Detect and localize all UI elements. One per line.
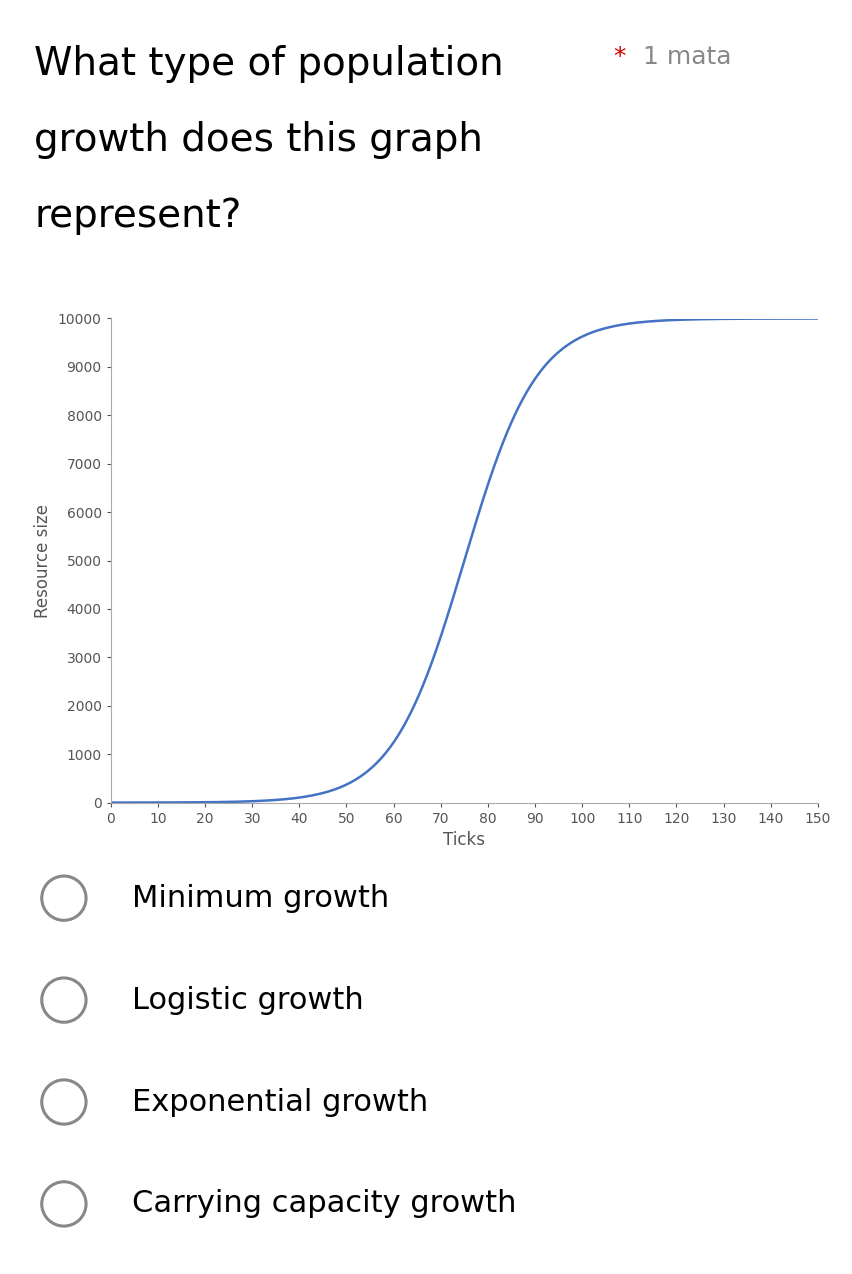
- Text: Minimum growth: Minimum growth: [132, 884, 389, 912]
- Text: growth does this graph: growth does this graph: [34, 121, 483, 159]
- Y-axis label: Resource size: Resource size: [34, 503, 52, 618]
- Text: 1 mata: 1 mata: [635, 45, 731, 69]
- Text: *: *: [613, 45, 626, 69]
- X-axis label: Ticks: Ticks: [443, 831, 486, 850]
- Text: Carrying capacity growth: Carrying capacity growth: [132, 1190, 516, 1218]
- Text: Logistic growth: Logistic growth: [132, 986, 364, 1014]
- Text: represent?: represent?: [34, 197, 241, 236]
- Text: What type of population: What type of population: [34, 45, 504, 83]
- Text: Exponential growth: Exponential growth: [132, 1088, 429, 1116]
